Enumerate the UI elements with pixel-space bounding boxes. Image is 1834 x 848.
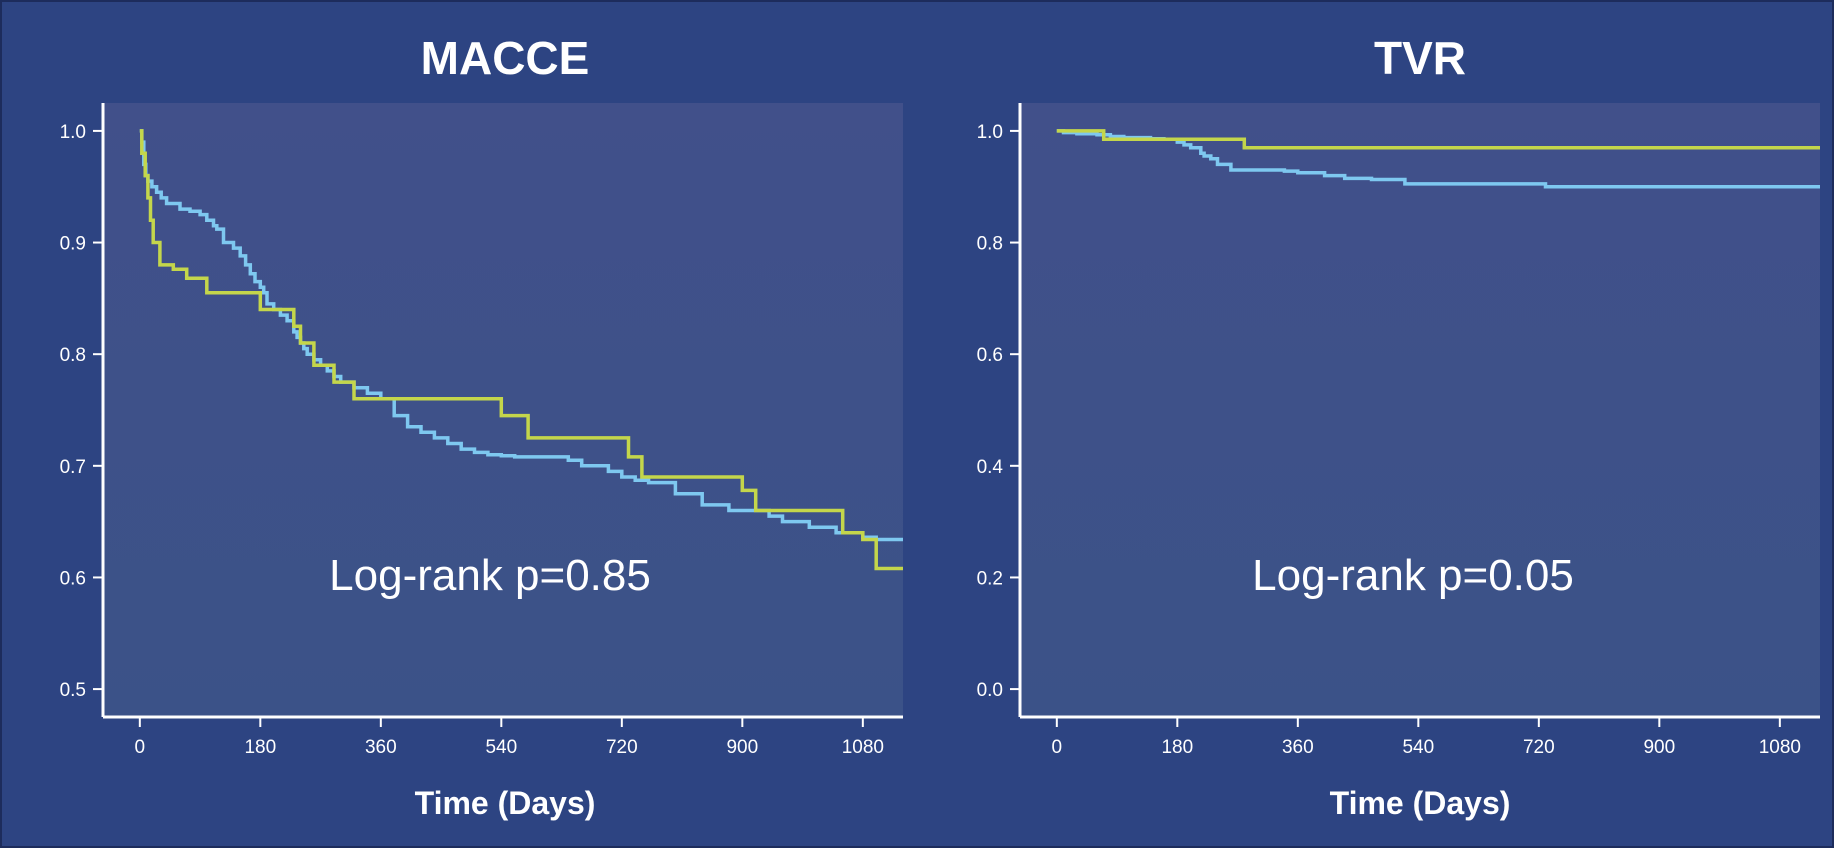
tvr-y-tick-label: 1.0 (977, 122, 1003, 143)
macce-x-tick-label: 720 (606, 737, 638, 758)
macce-x-tick-label: 540 (485, 737, 517, 758)
macce-y-tick-label: 1.0 (60, 122, 86, 143)
macce-y-tick-label: 0.6 (60, 568, 86, 589)
macce-x-tick-label: 0 (135, 737, 146, 758)
macce-x-tick-label: 360 (365, 737, 397, 758)
macce-x-tick-label: 900 (726, 737, 758, 758)
tvr-y-tick-label: 0.4 (977, 457, 1004, 478)
tvr-logrank-annotation: Log-rank p=0.05 (1252, 551, 1574, 600)
tvr-x-axis-label: Time (Days) (1330, 785, 1511, 821)
tvr-title: TVR (1374, 32, 1466, 84)
macce-title: MACCE (421, 32, 590, 84)
tvr-y-tick-label: 0.8 (977, 234, 1003, 255)
tvr-y-tick-label: 0.0 (977, 680, 1003, 701)
tvr-marks: 0 180 360 540 720 900 1080 0.0 0.2 0.4 0.6 0.8 1.0 (977, 103, 1820, 758)
tvr-y-tick-label: 0.2 (977, 568, 1003, 589)
tvr-x-tick-label: 180 (1161, 737, 1193, 758)
tvr-panel: TVR Time (Days) Log-rank p=0.05 0 180 360 5… (977, 32, 1820, 821)
macce-x-tick-label: 1080 (842, 737, 884, 758)
macce-y-tick-label: 0.8 (60, 345, 86, 366)
macce-logrank-annotation: Log-rank p=0.85 (329, 551, 651, 600)
tvr-plot-area (1020, 103, 1820, 717)
macce-y-tick-label: 0.7 (60, 457, 86, 478)
tvr-green-survival-curve (1056, 129, 1820, 150)
tvr-x-tick-label: 720 (1523, 737, 1555, 758)
macce-panel: MACCE Time (Days) Log-rank p=0.85 0 180 36… (60, 32, 903, 821)
tvr-x-tick-label: 0 (1052, 737, 1063, 758)
tvr-blue-survival-curve (1056, 129, 1820, 189)
macce-marks: 0 180 360 540 720 900 1080 0.5 0.6 0.7 0.8 0.9 1.0 (60, 103, 903, 758)
tvr-x-tick-label: 1080 (1759, 737, 1801, 758)
macce-y-tick-label: 0.5 (60, 680, 86, 701)
macce-green-survival-curve (139, 129, 903, 571)
macce-x-tick-label: 180 (244, 737, 276, 758)
tvr-x-tick-label: 360 (1282, 737, 1314, 758)
macce-x-axis-label: Time (Days) (415, 785, 596, 821)
tvr-x-tick-label: 540 (1402, 737, 1434, 758)
tvr-y-tick-label: 0.6 (977, 345, 1003, 366)
macce-y-tick-label: 0.9 (60, 234, 86, 255)
tvr-x-tick-label: 900 (1643, 737, 1675, 758)
